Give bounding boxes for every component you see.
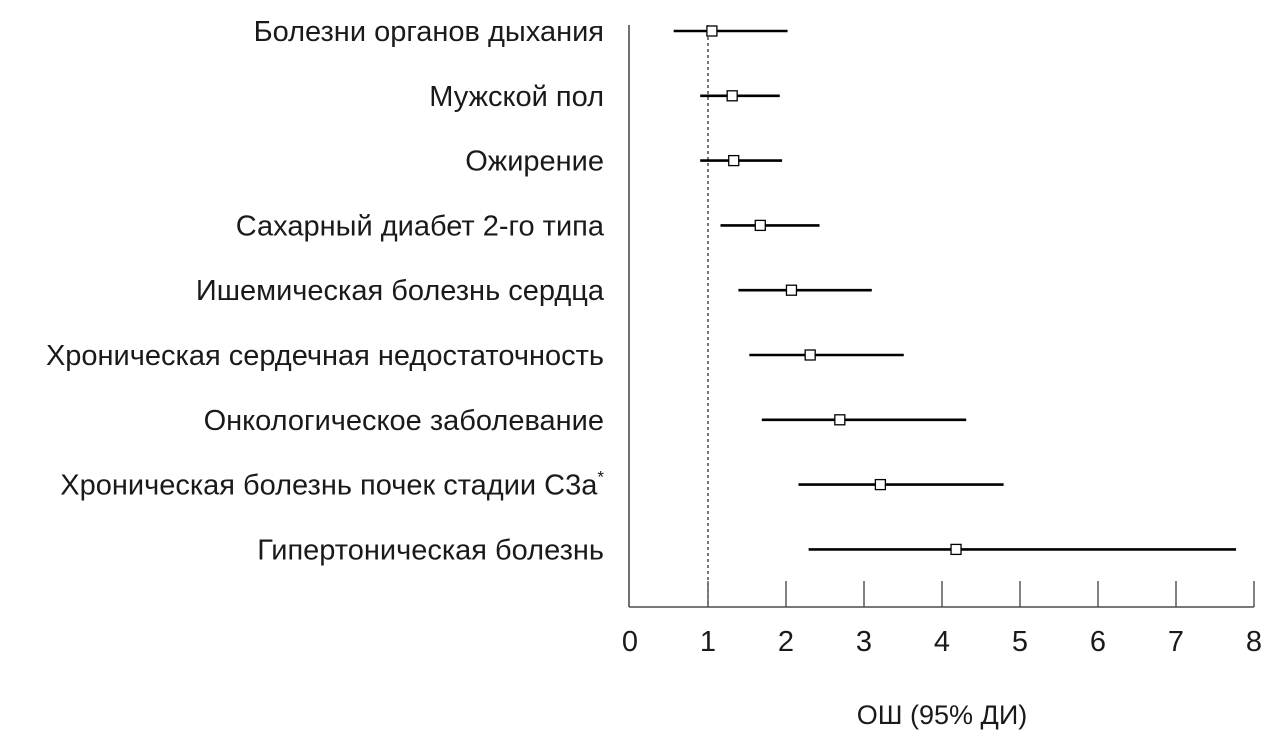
x-tick-label: 3 — [856, 626, 872, 658]
x-tick-label: 4 — [934, 626, 950, 658]
point-estimate-marker — [834, 414, 846, 426]
x-axis-title: ОШ (95% ДИ) — [857, 700, 1027, 730]
x-tick-label: 2 — [778, 626, 794, 658]
point-estimate-marker — [874, 478, 887, 491]
row-label: Мужской пол — [429, 81, 604, 113]
row-label: Сахарный диабет 2-го типа — [236, 210, 605, 242]
point-estimate-marker — [804, 349, 816, 361]
forest-row: Сахарный диабет 2-го типа — [236, 210, 820, 242]
forest-row: Хроническая болезнь почек стадии С3а* — [60, 468, 1004, 502]
point-estimate-marker — [728, 154, 740, 167]
forest-row: Онкологическое заболевание — [204, 405, 967, 437]
row-label: Хроническая сердечная недостаточность — [46, 340, 604, 372]
forest-row: Хроническая сердечная недостаточность — [46, 340, 904, 372]
rows: Болезни органов дыхания Мужской пол Ожирен… — [46, 16, 1237, 566]
x-tick-label: 7 — [1168, 626, 1184, 658]
row-label: Гипертоническая болезнь — [257, 534, 604, 566]
x-tick-label: 8 — [1246, 626, 1262, 658]
point-estimate-marker — [785, 284, 798, 296]
forest-row: Мужской пол — [429, 81, 780, 113]
row-label: Болезни органов дыхания — [254, 16, 604, 48]
point-estimate-marker — [706, 25, 718, 37]
row-label: Ишемическая болезнь сердца — [196, 275, 605, 307]
x-tick-label: 0 — [622, 626, 638, 658]
point-estimate-marker — [726, 90, 738, 102]
point-estimate-marker — [950, 543, 962, 556]
row-label: Хроническая болезнь почек стадии С3а* — [60, 468, 604, 502]
forest-row: Ишемическая болезнь сердца — [196, 275, 872, 307]
forest-row: Болезни органов дыхания — [254, 16, 788, 48]
forest-row: Ожирение — [465, 146, 783, 178]
row-label: Ожирение — [465, 146, 604, 178]
x-tick-label: 6 — [1090, 626, 1106, 658]
footnote-mark: * — [597, 468, 604, 487]
x-tick-label: 1 — [700, 626, 716, 658]
x-tick-label: 5 — [1012, 626, 1028, 658]
forest-row: Гипертоническая болезнь — [257, 534, 1237, 566]
point-estimate-marker — [754, 219, 766, 232]
x-axis: 0 1 2 3 4 5 6 7 8 — [622, 25, 1262, 658]
row-label: Онкологическое заболевание — [204, 405, 604, 437]
